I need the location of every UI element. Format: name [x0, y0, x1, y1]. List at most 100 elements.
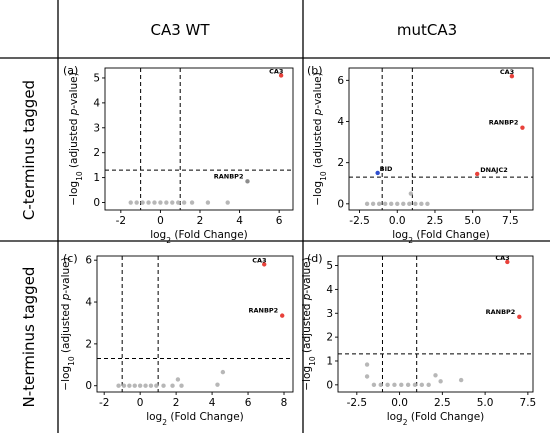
data-point — [152, 200, 157, 205]
data-point — [127, 383, 132, 388]
y-tick-label: 2 — [93, 147, 100, 159]
data-point — [215, 382, 220, 387]
y-tick-label: 5 — [93, 72, 100, 84]
y-tick-label: 0 — [326, 379, 333, 391]
data-point — [121, 383, 127, 388]
data-point — [376, 201, 382, 207]
data-point — [175, 377, 181, 382]
data-point — [189, 200, 195, 205]
panel-d: (d) -2.5 0.0 2.5 5.0 7.5 0 1 2 3 4 5 log2 (Fold Chan… — [301, 252, 536, 427]
y-tick-label: 4 — [337, 116, 344, 128]
data-point — [426, 382, 431, 388]
y-axis-label: −log10 (adjusted p-value) — [60, 257, 76, 390]
data-point — [401, 201, 406, 207]
x-tick-label: 5.0 — [477, 397, 494, 409]
x-tick-label: 2.5 — [427, 215, 444, 227]
data-point — [154, 383, 159, 388]
panel-letter: (c) — [63, 252, 78, 265]
data-point — [419, 201, 424, 207]
x-tick-label: 7.5 — [520, 397, 537, 409]
data-point — [370, 201, 376, 207]
data-point — [146, 200, 151, 205]
data-point — [364, 362, 370, 367]
data-point — [378, 382, 383, 388]
data-point — [179, 383, 184, 388]
point-label-ca3: CA3 — [269, 67, 283, 75]
data-point-dnajc2 — [474, 171, 480, 177]
x-tick-label: 0.0 — [389, 215, 406, 227]
data-point — [132, 383, 137, 388]
data-point — [408, 191, 414, 196]
row-header-c-terminus: C-terminus tagged — [20, 80, 38, 220]
data-point — [364, 201, 370, 207]
point-label-dnajc2: DNAJC2 — [480, 166, 508, 174]
y-axis-label: −log10 (adjusted p-value) — [68, 72, 84, 205]
data-point — [205, 200, 211, 205]
y-tick-label: 0 — [85, 380, 92, 392]
x-axis-label: log2 (Fold Change) — [392, 229, 490, 245]
data-point — [407, 201, 412, 207]
point-label-ca3: CA3 — [252, 256, 266, 264]
data-point — [395, 201, 400, 207]
x-tick-label: 5.0 — [464, 215, 481, 227]
x-tick-label: 6 — [276, 215, 283, 227]
data-point-ca3 — [262, 262, 267, 267]
x-tick-label: 0 — [137, 397, 144, 409]
data-point — [371, 382, 377, 388]
data-point — [364, 374, 370, 379]
point-label-ranbp2: RANBP2 — [489, 119, 519, 127]
y-tick-label: 5 — [326, 260, 333, 272]
y-tick-label: 1 — [326, 355, 333, 367]
x-tick-label: 7.5 — [502, 215, 519, 227]
data-point — [399, 382, 404, 388]
data-point-ranbp2 — [520, 125, 525, 130]
y-tick-label: 2 — [85, 338, 92, 350]
x-tick-label: 4 — [236, 215, 243, 227]
data-point-ranbp2 — [280, 313, 285, 318]
data-point — [116, 383, 121, 388]
data-point — [405, 382, 411, 388]
panel-letter: (d) — [307, 252, 323, 265]
data-point — [385, 382, 390, 388]
plot-frame — [348, 67, 534, 211]
x-tick-label: -2 — [116, 215, 126, 227]
data-point-ranbp2 — [517, 314, 522, 320]
data-point-bid — [375, 170, 380, 176]
data-point — [148, 383, 154, 388]
x-tick-label: 0.0 — [391, 397, 408, 409]
y-tick-label: 0 — [93, 197, 100, 209]
point-label-ca3: CA3 — [500, 68, 514, 76]
data-point — [433, 373, 438, 378]
y-tick-label: 0 — [337, 198, 344, 210]
x-axis-label: log2 (Fold Change) — [146, 411, 244, 427]
x-tick-label: 2.5 — [434, 397, 451, 409]
row-header-n-terminus: N-terminus tagged — [20, 267, 38, 408]
point-label-ranbp2: RANBP2 — [248, 307, 278, 315]
data-point — [128, 200, 133, 205]
y-tick-label: 6 — [85, 255, 92, 267]
data-point — [419, 382, 425, 388]
plot-frame — [96, 255, 294, 393]
data-point — [161, 383, 166, 388]
plot-frame — [337, 255, 534, 393]
data-point-ranbp2 — [245, 179, 250, 184]
data-point — [389, 201, 394, 207]
data-point-ca3 — [278, 73, 284, 78]
y-axis-label: −log10 (adjusted p-value) — [301, 257, 317, 390]
y-tick-label: 4 — [326, 284, 333, 296]
data-point — [140, 200, 145, 205]
x-tick-label: -2 — [99, 397, 109, 409]
y-tick-label: 3 — [93, 122, 100, 134]
x-tick-label: -2.5 — [347, 397, 368, 409]
panel-letter: (b) — [307, 64, 323, 77]
x-tick-label: -2.5 — [349, 215, 370, 227]
data-point — [458, 377, 464, 383]
data-point — [176, 200, 181, 205]
column-header-ca3-wt: CA3 WT — [150, 21, 210, 39]
x-tick-label: 2 — [197, 215, 204, 227]
data-point — [425, 201, 430, 207]
data-point — [143, 383, 148, 388]
y-tick-label: 2 — [337, 157, 344, 169]
